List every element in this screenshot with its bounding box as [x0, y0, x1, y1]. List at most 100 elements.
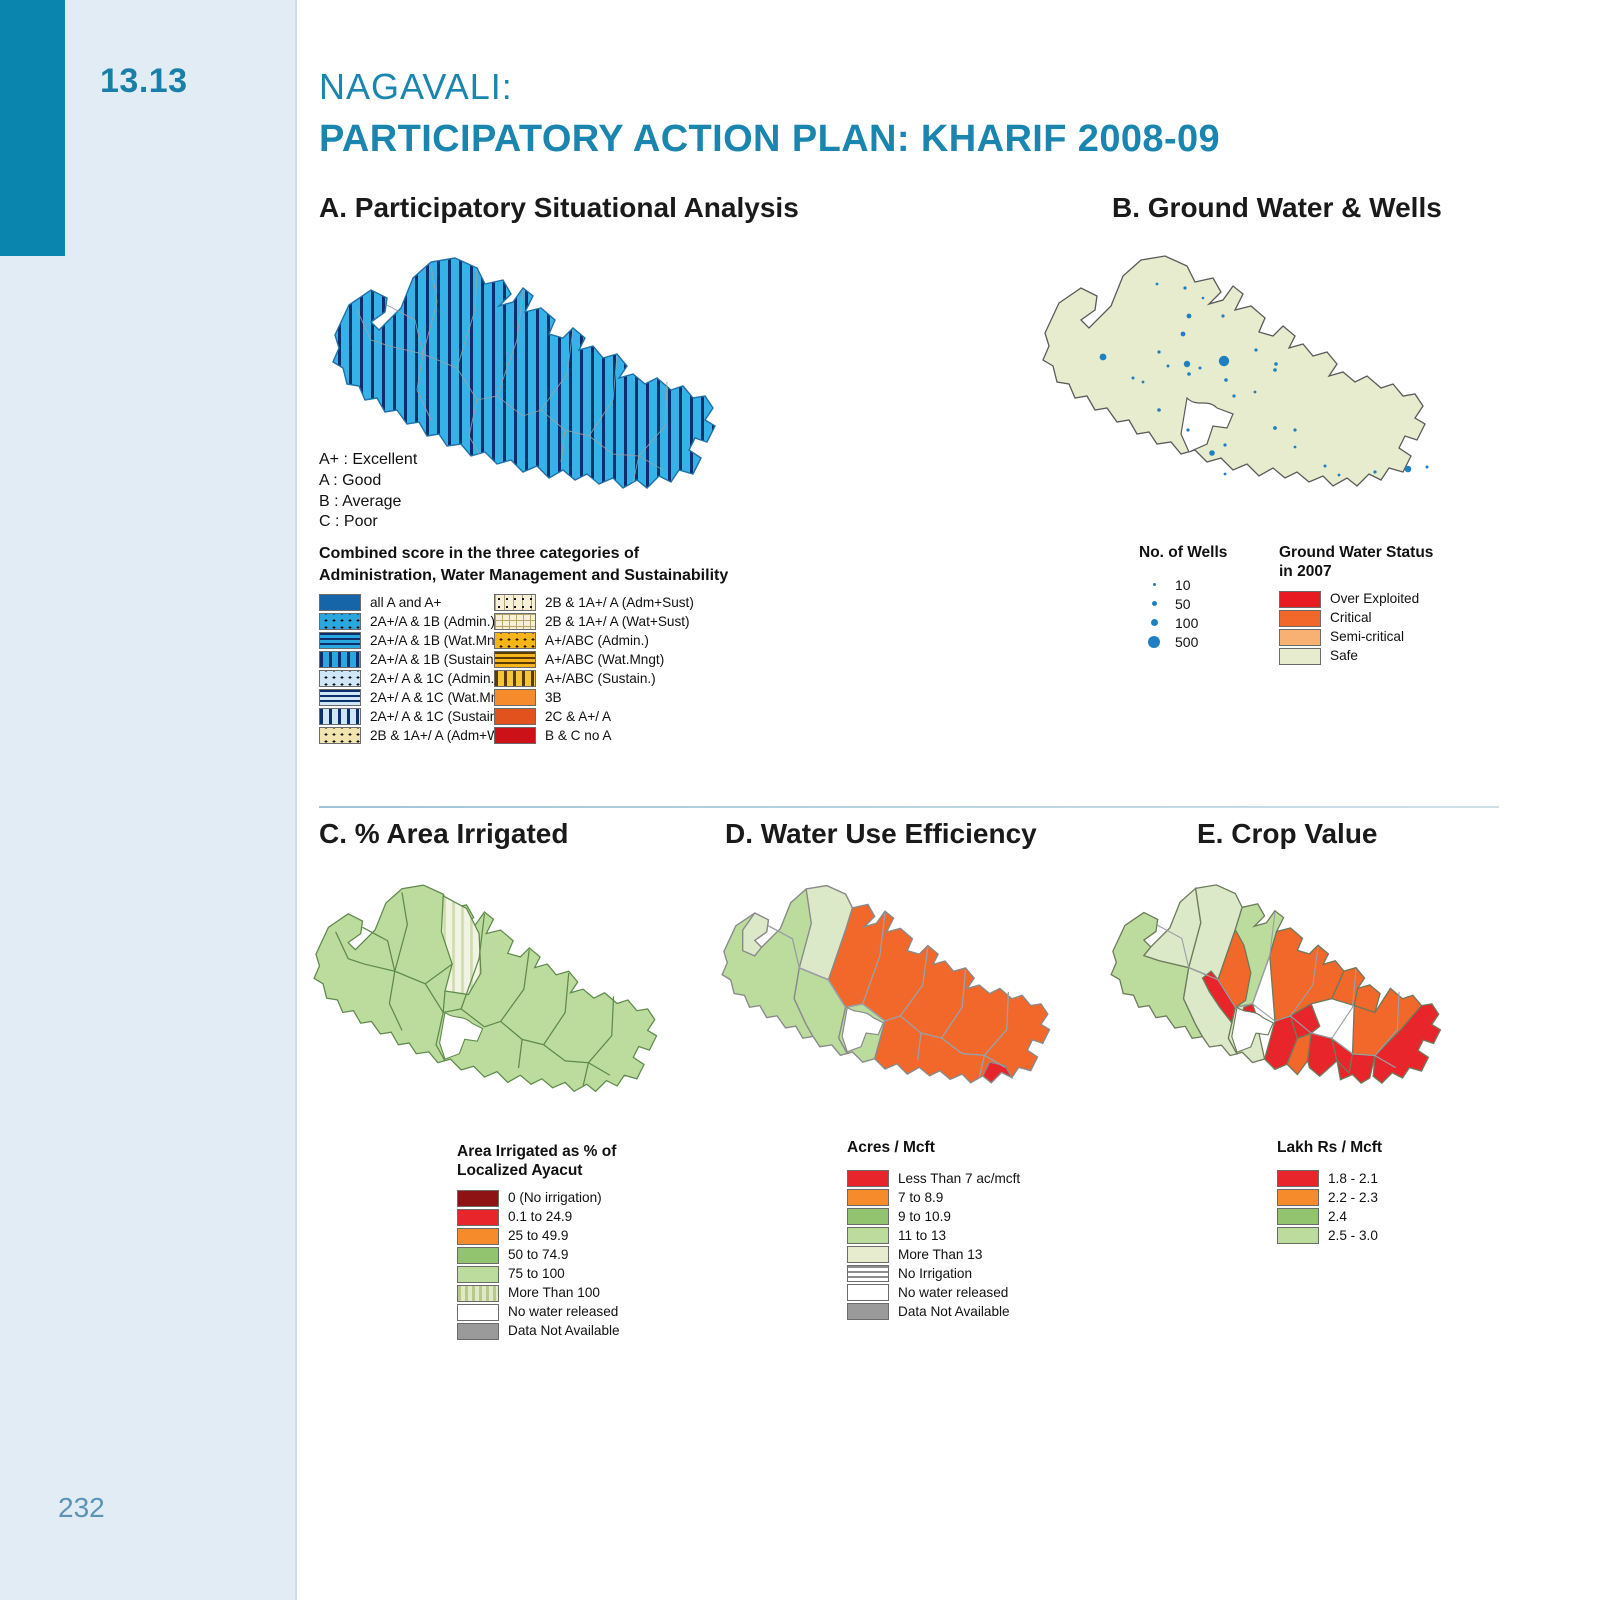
legend-row: B & C no A	[494, 727, 694, 744]
legend-label: 1.8 - 2.1	[1328, 1171, 1378, 1187]
panel-b-title: B. Ground Water & Wells	[1112, 192, 1442, 223]
legend-row: 2A+/ A & 1C (Wat.Mngt)	[319, 689, 515, 706]
legend-row: Safe	[1279, 647, 1433, 665]
legend-row: 2C & A+/ A	[494, 708, 694, 725]
legend-row: More Than 100	[457, 1284, 620, 1302]
panel-c-map	[307, 878, 687, 1138]
panel-a-map	[327, 250, 747, 540]
legend-row: 2.4	[1277, 1208, 1382, 1226]
legend-label: 2A+/ A & 1C (Sustain.)	[370, 708, 506, 724]
legend-label: 2.5 - 3.0	[1328, 1228, 1378, 1244]
legend-swatch	[1277, 1189, 1319, 1207]
legend-swatch	[1277, 1170, 1319, 1188]
legend-label: 2.2 - 2.3	[1328, 1190, 1378, 1206]
legend-swatch	[847, 1246, 889, 1264]
legend-label: Safe	[1330, 648, 1358, 664]
legend-swatch	[847, 1227, 889, 1245]
legend-swatch	[847, 1170, 889, 1188]
legend-row: 1.8 - 2.1	[1277, 1170, 1382, 1188]
legend-row: No water released	[847, 1284, 1020, 1302]
legend-row: all A and A+	[319, 594, 515, 611]
legend-label: 2A+/A & 1B (Admin.)	[370, 613, 496, 629]
panel-a-title: A. Participatory Situational Analysis	[319, 192, 799, 223]
legend-row: 2B & 1A+/ A (Adm+Sust)	[494, 594, 694, 611]
legend-swatch	[494, 651, 536, 668]
panel-c-title: C. % Area Irrigated	[319, 818, 569, 849]
legend-label: 2A+/ A & 1C (Admin.)	[370, 670, 499, 686]
legend-swatch	[847, 1265, 889, 1283]
grade-item: A+ : Excellent	[319, 451, 418, 468]
legend-row: Critical	[1279, 609, 1433, 627]
legend-swatch	[494, 632, 536, 649]
legend-swatch	[494, 727, 536, 744]
legend-swatch	[457, 1189, 499, 1207]
legend-row: 25 to 49.9	[457, 1227, 620, 1245]
panel-b-wells-legend: No. of Wells 10 50 100 500	[1139, 543, 1227, 651]
legend-row: 50 to 74.9	[457, 1246, 620, 1264]
legend-row: 7 to 8.9	[847, 1189, 1020, 1207]
legend-swatch	[494, 613, 536, 630]
legend-swatch	[494, 708, 536, 725]
panel-b-status-legend: Ground Water Status in 2007 Over Exploit…	[1279, 543, 1433, 667]
legend-label: Data Not Available	[898, 1304, 1010, 1320]
legend-label: 3B	[545, 689, 562, 705]
legend-label: Critical	[1330, 610, 1372, 626]
legend-label: 50 to 74.9	[508, 1247, 569, 1263]
legend-row: 75 to 100	[457, 1265, 620, 1283]
legend-swatch	[457, 1303, 499, 1321]
legend-label: 0.1 to 24.9	[508, 1209, 573, 1225]
legend-swatch	[457, 1265, 499, 1283]
legend-row: 0 (No irrigation)	[457, 1189, 620, 1207]
legend-label: 11 to 13	[898, 1228, 947, 1244]
legend-swatch	[847, 1303, 889, 1321]
legend-row: No Irrigation	[847, 1265, 1020, 1283]
legend-label: No water released	[898, 1285, 1009, 1301]
legend-swatch	[319, 689, 361, 706]
legend-row: 9 to 10.9	[847, 1208, 1020, 1226]
legend-swatch	[1277, 1227, 1319, 1245]
panel-e-title: E. Crop Value	[1197, 818, 1378, 849]
legend-row: Over Exploited	[1279, 590, 1433, 608]
page-number: 232	[58, 1492, 105, 1523]
legend-row: A+/ABC (Wat.Mngt)	[494, 651, 694, 668]
legend-label: Semi-critical	[1330, 629, 1405, 645]
legend-label: Over Exploited	[1330, 591, 1420, 607]
legend-label: 25 to 49.9	[508, 1228, 569, 1244]
legend-swatch	[1277, 1208, 1319, 1226]
legend-label: No Irrigation	[898, 1266, 973, 1282]
legend-row: 2A+/A & 1B (Admin.)	[319, 613, 515, 630]
legend-row: 2A+/ A & 1C (Sustain.)	[319, 708, 515, 725]
legend-row: No water released	[457, 1303, 620, 1321]
legend-label: Data Not Available	[508, 1323, 620, 1339]
legend-row: 2A+/A & 1B (Sustain.)	[319, 651, 515, 668]
panel-d-legend-title-line1: Acres / Mcft	[847, 1139, 935, 1156]
legend-swatch	[319, 613, 361, 630]
panel-a-grade-list: A+ : Excellent A : Good B : Average C : …	[319, 450, 417, 533]
panel-c-legend-title-line2: Localized Ayacut	[457, 1162, 583, 1180]
combined-note-line2: Administration, Water Management and Sus…	[319, 566, 729, 584]
panel-a-combined-note: Combined score in the three categories o…	[319, 543, 728, 586]
wells-legend-row: 500	[1139, 632, 1227, 651]
wells-legend-row: 50	[1139, 594, 1227, 613]
legend-swatch	[319, 708, 361, 725]
legend-swatch	[319, 727, 361, 744]
legend-label: 2C & A+/ A	[545, 708, 612, 724]
legend-row: 11 to 13	[847, 1227, 1020, 1245]
legend-swatch	[457, 1284, 499, 1302]
legend-label: No water released	[508, 1304, 619, 1320]
panel-c-legend-title-line1: Area Irrigated as % of	[457, 1143, 617, 1160]
legend-row: Data Not Available	[847, 1303, 1020, 1321]
legend-label: 2A+/A & 1B (Sustain.)	[370, 651, 502, 667]
legend-label: More Than 13	[898, 1247, 983, 1263]
legend-swatch	[457, 1322, 499, 1340]
legend-label: 0 (No irrigation)	[508, 1190, 602, 1206]
combined-note-line1: Combined score in the three categories o…	[319, 545, 640, 562]
legend-label: 2B & 1A+/ A (Adm+Wat)	[370, 727, 516, 743]
legend-swatch	[1279, 628, 1321, 646]
legend-label: 2A+/ A & 1C (Wat.Mngt)	[370, 689, 515, 705]
status-legend-title-line1: Ground Water Status	[1279, 544, 1434, 561]
well-size-dot	[1139, 635, 1169, 648]
legend-row: A+/ABC (Sustain.)	[494, 670, 694, 687]
page-title-line2: PARTICIPATORY ACTION PLAN: KHARIF 2008-0…	[319, 118, 1221, 160]
page-title-line1: NAGAVALI:	[319, 66, 513, 107]
